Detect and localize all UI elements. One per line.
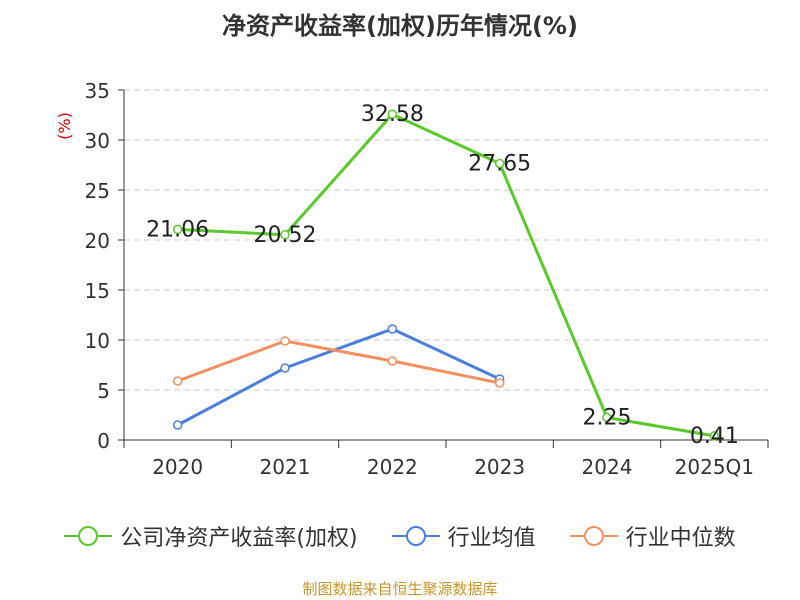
legend-item-company[interactable]: 公司净资产收益率(加权) [64,520,358,552]
data-label: 2.25 [583,406,632,431]
y-tick-label: 0 [97,429,110,453]
y-tick-label: 20 [85,229,110,253]
data-point-median [387,356,398,366]
legend-label-company: 公司净资产收益率(加权) [120,526,358,551]
chart-legend: 公司净资产收益率(加权) 行业均值 行业中位数 [0,520,800,552]
data-label: 20.52 [254,223,317,248]
data-point-median [494,378,505,388]
data-point-avg [387,324,398,334]
legend-item-industry-median[interactable]: 行业中位数 [569,520,736,552]
data-point-company [387,109,398,119]
y-tick-label: 35 [85,79,110,103]
y-axis-label: (%) [55,112,74,140]
data-label: 0.41 [690,424,739,449]
data-point-median [172,376,183,386]
x-tick-label: 2022 [367,455,418,479]
legend-item-industry-average[interactable]: 行业均值 [391,520,536,552]
data-label: 27.65 [468,152,531,177]
y-tick-label: 15 [85,279,110,303]
series-line-avg [176,327,501,427]
data-source-note: 制图数据来自恒生聚源数据库 [302,580,498,598]
chart-title: 净资产收益率(加权)历年情况(%) [222,12,578,40]
data-point-median [280,336,290,346]
x-tick-label: 2024 [582,455,633,479]
data-label: 32.58 [361,102,424,127]
y-tick-label: 30 [85,129,110,153]
series-line-median [177,339,500,385]
y-tick-label: 5 [97,379,110,403]
data-point-company [280,230,290,240]
data-point-company [709,431,720,441]
legend-label-industry-median: 行业中位数 [625,526,736,551]
x-tick-label: 2023 [474,455,525,479]
data-label: 21.06 [146,217,209,242]
legend-swatch-company [64,526,113,546]
data-point-avg [172,420,183,430]
data-point-company [172,224,183,235]
x-tick-label: 2021 [260,455,311,479]
y-tick-label: 25 [85,179,110,203]
series-line-company [177,112,715,438]
y-tick-label: 10 [85,329,110,353]
data-point-company [602,412,612,423]
x-tick-label: 2020 [152,455,203,479]
data-point-company [494,158,505,169]
legend-swatch-industry-average [391,526,440,546]
legend-label-industry-average: 行业均值 [447,526,536,551]
legend-swatch-industry-median [569,526,618,546]
x-tick-label: 2025Q1 [675,455,754,479]
data-point-avg [280,363,290,373]
